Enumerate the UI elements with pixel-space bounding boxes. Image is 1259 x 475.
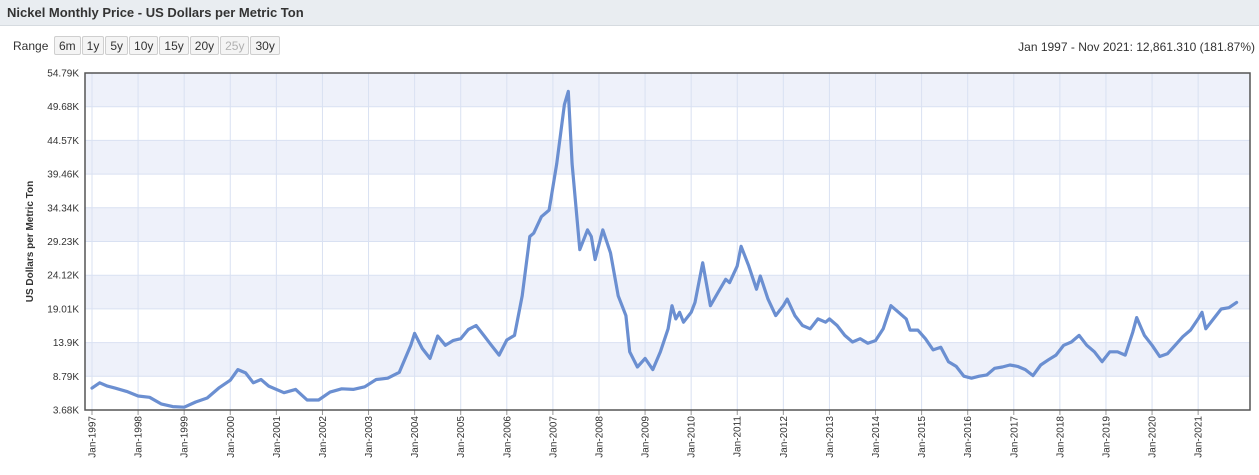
- grid-band: [85, 140, 1250, 175]
- plot-frame: [84, 72, 1251, 411]
- y-tick-label: 19.01K: [47, 304, 79, 315]
- x-tick-label: Jan-2000: [226, 416, 237, 458]
- price-series-line: [90, 89, 1239, 409]
- x-tick-label: Jan-2017: [1009, 416, 1020, 458]
- y-tick-label: 39.46K: [47, 170, 79, 181]
- x-tick-label: Jan-2001: [272, 416, 283, 458]
- range-summary: Jan 1997 - Nov 2021: 12,861.310 (181.87%…: [1018, 40, 1255, 54]
- grid-band: [85, 73, 1250, 107]
- range-button-25y[interactable]: 25y: [220, 36, 250, 55]
- x-tick-label: Jan-2020: [1148, 416, 1159, 458]
- x-tick-label: Jan-2019: [1101, 416, 1112, 458]
- x-tick-label: Jan-2009: [641, 416, 652, 458]
- x-tick-label: Jan-2012: [779, 416, 790, 458]
- range-button-20y[interactable]: 20y: [189, 36, 220, 55]
- x-tick-label: Jan-2016: [963, 416, 974, 458]
- range-button-6m[interactable]: 6m: [54, 36, 81, 55]
- range-button-30y[interactable]: 30y: [250, 36, 280, 55]
- grid-band: [85, 275, 1250, 309]
- x-tick-label: Jan-2013: [825, 416, 836, 458]
- x-tick-label: Jan-2003: [364, 416, 375, 458]
- x-tick-label: Jan-1998: [134, 416, 145, 458]
- y-tick-label: 44.57K: [47, 136, 79, 147]
- chart-title-bar: Nickel Monthly Price - US Dollars per Me…: [0, 0, 1259, 26]
- grid-band: [85, 342, 1250, 377]
- y-tick-label: 13.9K: [53, 338, 79, 349]
- x-tick-label: Jan-2014: [871, 416, 882, 458]
- range-label: Range: [13, 39, 49, 53]
- chart-title: Nickel Monthly Price - US Dollars per Me…: [7, 5, 304, 20]
- y-tick-label: 34.34K: [47, 203, 79, 214]
- x-tick-label: Jan-2018: [1055, 416, 1066, 458]
- x-tick-label: Jan-1999: [180, 416, 191, 458]
- y-axis-label: US Dollars per Metric Ton: [25, 181, 36, 303]
- range-button-10y[interactable]: 10y: [129, 36, 159, 55]
- x-tick-label: Jan-2006: [502, 416, 513, 458]
- range-button-5y[interactable]: 5y: [105, 36, 129, 55]
- range-button-1y[interactable]: 1y: [81, 36, 105, 55]
- range-buttons: 6m 1y 5y 10y 15y 20y 25y 30y: [54, 36, 281, 55]
- x-tick-label: Jan-2005: [456, 416, 467, 458]
- range-selector: Range 6m 1y 5y 10y 15y 20y 25y 30y: [0, 36, 1259, 58]
- x-tick-label: Jan-2002: [318, 416, 329, 458]
- grid-band: [85, 207, 1250, 242]
- range-button-15y[interactable]: 15y: [159, 36, 189, 55]
- y-tick-label: 54.79K: [47, 69, 79, 80]
- y-tick-label: 24.12K: [47, 271, 79, 282]
- y-tick-label: 3.68K: [53, 406, 79, 417]
- x-tick-label: Jan-2008: [594, 416, 605, 458]
- y-tick-label: 8.79K: [53, 372, 79, 383]
- x-tick-label: Jan-2011: [733, 416, 744, 457]
- x-tick-label: Jan-1997: [88, 416, 99, 458]
- x-tick-label: Jan-2021: [1194, 416, 1205, 458]
- x-tick-label: Jan-2015: [917, 416, 928, 458]
- y-tick-label: 49.68K: [47, 102, 79, 113]
- x-tick-label: Jan-2010: [687, 416, 698, 458]
- price-chart: 3.68K 8.79K 13.9K 19.01K 24.12K 29.23K 34.34K 3…: [25, 69, 1251, 458]
- x-tick-label: Jan-2004: [410, 416, 421, 458]
- y-tick-label: 29.23K: [47, 237, 79, 248]
- x-tick-label: Jan-2007: [548, 416, 559, 458]
